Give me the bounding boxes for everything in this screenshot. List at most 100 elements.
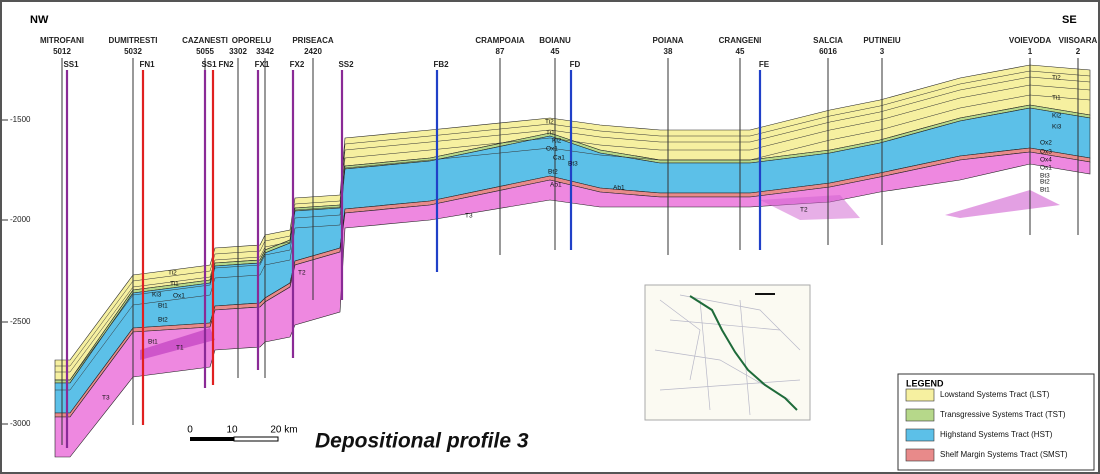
- well-id: 2: [1076, 47, 1081, 56]
- map-profile: [689, 295, 798, 411]
- well-id: 1: [1028, 47, 1033, 56]
- legend-swatch: [905, 428, 935, 442]
- stratum-deep: [140, 328, 215, 360]
- well-name: CAZANESTI: [182, 36, 228, 45]
- well-id: 3: [880, 47, 885, 56]
- layer-label: Ki3: [1052, 124, 1062, 131]
- layer-label: Ox3: [1040, 149, 1052, 156]
- nw-label: NW: [30, 14, 49, 26]
- scale-tick: 10: [226, 425, 238, 436]
- layer-label: Ti1: [1052, 95, 1061, 102]
- layer-label: T2: [298, 270, 306, 277]
- well-name: MITROFANI: [40, 36, 84, 45]
- well-name: OPORELU: [232, 36, 272, 45]
- well-name: VIISOARA: [1059, 36, 1098, 45]
- se-label: SE: [1062, 14, 1077, 26]
- layer-label: Bt3: [568, 161, 578, 168]
- layer-label: Bt2: [1040, 179, 1050, 186]
- well-id: 45: [551, 47, 560, 56]
- layer-label: Ab1: [550, 182, 562, 189]
- layer-label: Ox4: [1040, 157, 1052, 164]
- layer-label: Bt1: [158, 303, 168, 310]
- strata: [54, 64, 1091, 458]
- legend-swatch: [905, 388, 935, 402]
- fault-label: SS1: [63, 60, 79, 69]
- layer-label: Ti1: [170, 281, 179, 288]
- well-id: 87: [496, 47, 505, 56]
- horizon: [55, 76, 1091, 373]
- layer-label: Ti2: [545, 119, 554, 126]
- well-name: PUTINEIU: [863, 36, 901, 45]
- scale-tick: 0: [187, 425, 193, 436]
- fault-label: FB2: [433, 60, 449, 69]
- layer-label: Ki2: [1052, 113, 1062, 120]
- legend-label: Shelf Margin Systems Tract (SMST): [940, 450, 1068, 459]
- well-id: 38: [664, 47, 673, 56]
- well-name: CRANGENI: [719, 36, 762, 45]
- horizon: [55, 70, 1091, 367]
- legend-label: Highstand Systems Tract (HST): [940, 430, 1053, 439]
- layer-label: Ca1: [553, 155, 565, 162]
- legend-label: Transgressive Systems Tract (TST): [940, 410, 1066, 419]
- scale-bar: 0 10 20 km: [187, 425, 298, 442]
- fault-label: FX1: [255, 60, 270, 69]
- well-id: 6016: [819, 47, 837, 56]
- legend-title: LEGEND: [906, 378, 944, 388]
- well-id: 3342: [256, 47, 274, 56]
- fault-label: FD: [570, 60, 581, 69]
- layer-label: Ki2: [552, 138, 562, 145]
- layer-label: Ki3: [152, 292, 162, 299]
- inset-map: [644, 284, 811, 421]
- well-id: 3302: [229, 47, 247, 56]
- well-name: CRAMPOAIA: [475, 36, 525, 45]
- well-id: 45: [736, 47, 745, 56]
- layer-label: Ti2: [168, 270, 177, 277]
- layer-label: Bt2: [158, 317, 168, 324]
- layer-label: T3: [102, 395, 110, 402]
- scale-tick: 20 km: [270, 425, 297, 436]
- legend-swatch: [905, 448, 935, 462]
- layer-label: Ti2: [1052, 75, 1061, 82]
- layer-label: Os1: [1040, 165, 1052, 172]
- fault-label: FX2: [290, 60, 305, 69]
- fault-label: FN2: [218, 60, 234, 69]
- horizon: [55, 94, 1091, 391]
- layer-label: T2: [800, 207, 808, 214]
- well-name: DUMITRESTI: [109, 36, 158, 45]
- layer-label: T3: [465, 213, 473, 220]
- fault-label: FE: [759, 60, 770, 69]
- layer-label: Bt2: [548, 169, 558, 176]
- well-name: BOIANU: [539, 36, 571, 45]
- depth-label: -2500: [10, 317, 31, 326]
- title: Depositional profile 3: [315, 430, 529, 453]
- well-name: PRISEACA: [292, 36, 334, 45]
- map-lines: [654, 294, 801, 416]
- scale-segment: [233, 436, 279, 442]
- well-id: 5012: [53, 47, 71, 56]
- scale-segment: [190, 437, 234, 441]
- layer-label: Bt3: [1040, 173, 1050, 180]
- legend-swatch: [905, 408, 935, 422]
- well-lines: [61, 58, 1079, 448]
- fault-label: SS2: [338, 60, 354, 69]
- layer-label: T1: [176, 345, 184, 352]
- layer-label: Bt1: [1040, 187, 1050, 194]
- well-id: 5032: [124, 47, 142, 56]
- stratum-deep: [945, 190, 1060, 218]
- well-name: SALCIA: [813, 36, 843, 45]
- depth-label: -3000: [10, 419, 31, 428]
- legend: LEGEND Lowstand Systems Tract (LST) Trans…: [897, 373, 1095, 471]
- fault-label: SS1: [201, 60, 217, 69]
- stratum-deep: [760, 195, 860, 220]
- well-name: VOIEVODA: [1009, 36, 1051, 45]
- layer-label: Ox1: [546, 146, 558, 153]
- fault-label: FN1: [139, 60, 155, 69]
- well-name: POIANA: [652, 36, 683, 45]
- layer-label: Ab1: [613, 185, 625, 192]
- depth-label: -1500: [10, 115, 31, 124]
- well-id: 5055: [196, 47, 214, 56]
- layer-label: Ti1: [546, 130, 555, 137]
- layer-label: Ox2: [1040, 140, 1052, 147]
